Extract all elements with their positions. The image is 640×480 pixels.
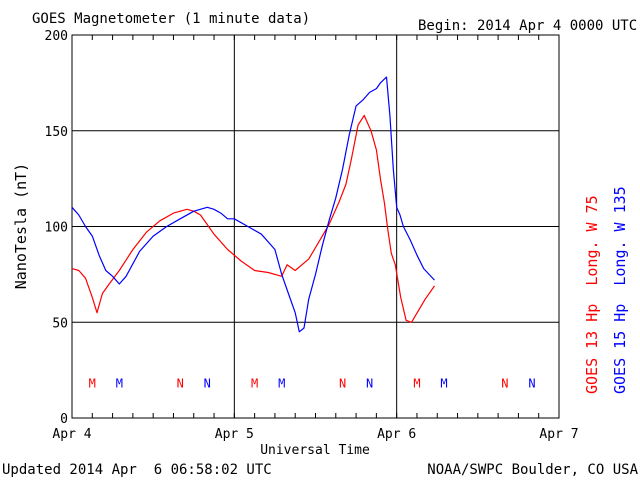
series-line-goes15 — [71, 76, 435, 333]
credit-text: NOAA/SWPC Boulder, CO USA — [427, 462, 638, 478]
y-tick-label: 0 — [60, 412, 68, 427]
y-axis-label: NanoTesla (nT) — [12, 163, 30, 289]
marker-goes13: M — [89, 376, 96, 390]
marker-goes15: N — [528, 376, 535, 390]
grid-lines — [72, 35, 559, 418]
marker-goes15: N — [204, 376, 211, 390]
marker-goes13: N — [339, 376, 346, 390]
series-line-goes13 — [71, 114, 435, 323]
y-tick-label: 150 — [45, 125, 68, 140]
y-tick-label: 100 — [45, 221, 68, 236]
legend-goes13: GOES 13 Hp Long. W 75 — [583, 195, 601, 394]
x-tick-label: Apr 7 — [539, 427, 578, 442]
y-tick-label: 200 — [45, 29, 68, 44]
event-markers: M N M N M NM N M N M N — [89, 376, 536, 390]
marker-goes15: M — [116, 376, 123, 390]
chart-title: GOES Magnetometer (1 minute data) — [32, 11, 310, 27]
marker-goes15: N — [366, 376, 373, 390]
marker-goes13: M — [413, 376, 420, 390]
x-tick-label: Apr 5 — [215, 427, 254, 442]
marker-goes13: N — [177, 376, 184, 390]
begin-label: Begin: — [418, 18, 469, 34]
x-axis-ticks: Apr 4 Apr 5 Apr 6 Apr 7 — [52, 427, 578, 442]
x-axis-label: Universal Time — [260, 443, 370, 458]
y-axis-ticks: 0 50 100 150 200 — [45, 29, 68, 427]
marker-goes15: M — [440, 376, 447, 390]
marker-goes13: N — [501, 376, 508, 390]
legend-goes15: GOES 15 Hp Long. W 135 — [611, 186, 629, 394]
series-lines — [71, 76, 435, 333]
begin-value: 2014 Apr 4 0000 UTC — [477, 18, 637, 34]
marker-goes15: M — [278, 376, 285, 390]
x-tick-label: Apr 6 — [377, 427, 416, 442]
updated-timestamp: Updated 2014 Apr 6 06:58:02 UTC — [2, 462, 272, 478]
x-tick-label: Apr 4 — [52, 427, 91, 442]
marker-goes13: M — [251, 376, 258, 390]
y-tick-label: 50 — [52, 316, 68, 331]
